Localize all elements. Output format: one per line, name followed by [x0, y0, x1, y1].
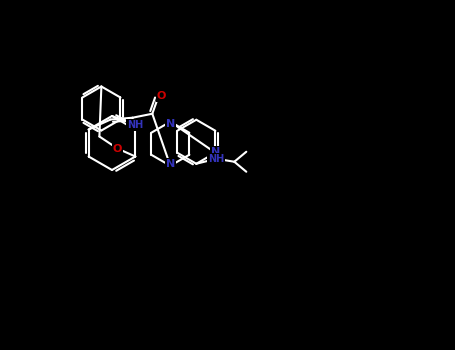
Text: NH: NH: [127, 120, 143, 130]
Text: N: N: [211, 147, 220, 157]
Text: N: N: [166, 159, 175, 169]
Text: O: O: [157, 91, 166, 101]
Text: N: N: [166, 119, 175, 129]
Text: NH: NH: [208, 154, 224, 164]
Text: O: O: [113, 144, 122, 154]
